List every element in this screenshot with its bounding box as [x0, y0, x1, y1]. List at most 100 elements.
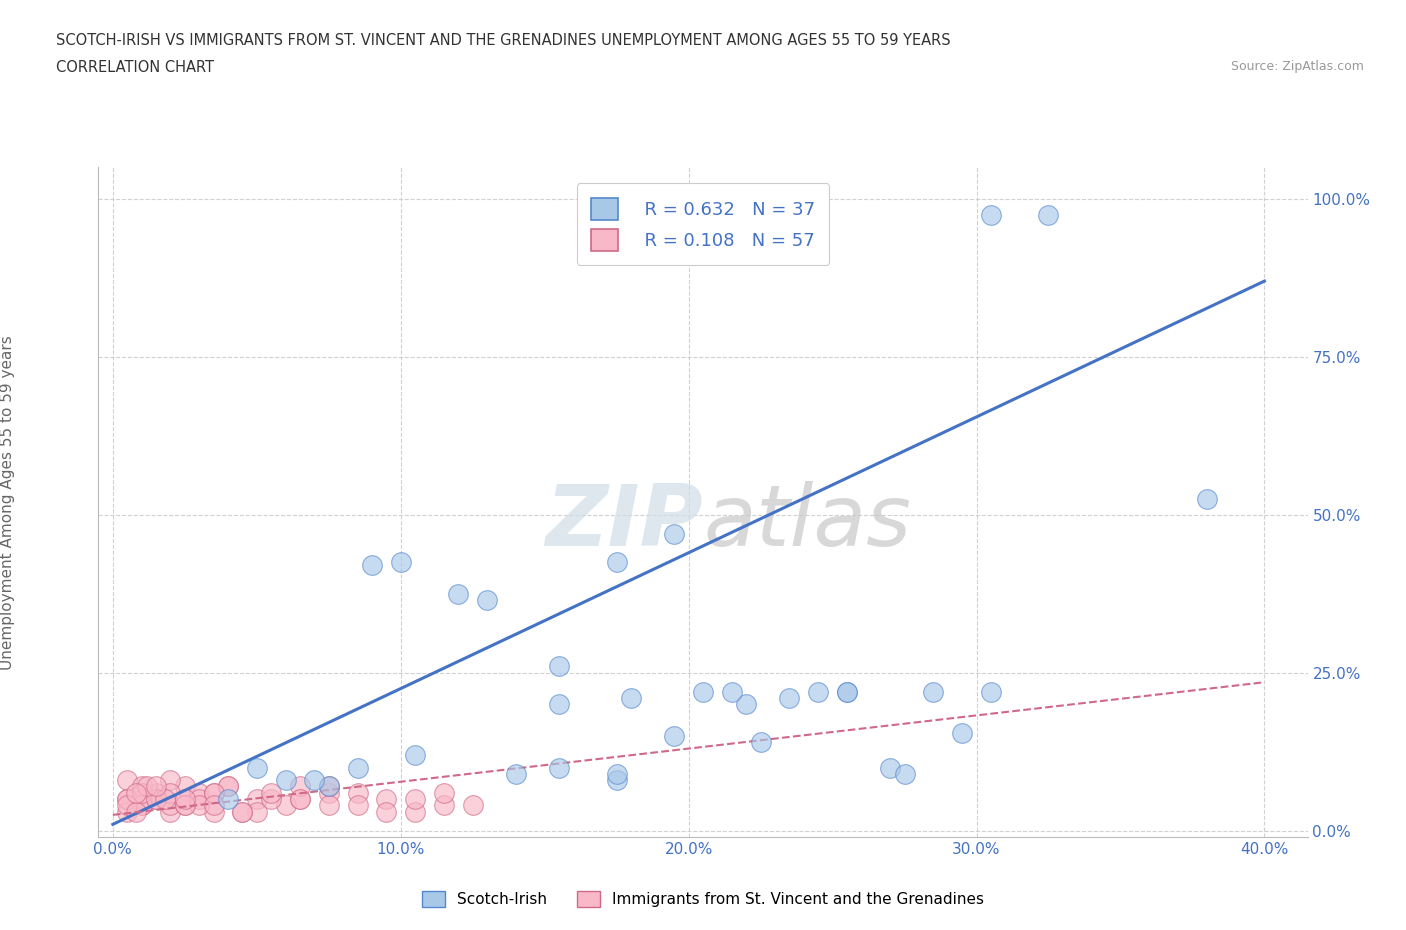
- Point: [246, 791, 269, 806]
- Point: [475, 592, 498, 607]
- Point: [447, 586, 470, 601]
- Point: [318, 779, 340, 794]
- Point: [131, 798, 153, 813]
- Point: [125, 785, 148, 800]
- Point: [720, 684, 742, 699]
- Point: [217, 779, 239, 794]
- Point: [202, 785, 225, 800]
- Point: [433, 798, 456, 813]
- Point: [620, 691, 643, 706]
- Point: [260, 785, 283, 800]
- Text: atlas: atlas: [703, 481, 911, 564]
- Point: [115, 798, 138, 813]
- Point: [749, 735, 772, 750]
- Point: [304, 773, 326, 788]
- Text: CORRELATION CHART: CORRELATION CHART: [56, 60, 214, 75]
- Point: [807, 684, 830, 699]
- Point: [664, 728, 686, 743]
- Point: [735, 697, 758, 711]
- Point: [231, 804, 253, 819]
- Point: [131, 779, 153, 794]
- Point: [159, 773, 181, 788]
- Point: [159, 785, 181, 800]
- Point: [879, 760, 901, 775]
- Point: [246, 760, 269, 775]
- Point: [778, 691, 800, 706]
- Point: [548, 697, 571, 711]
- Point: [202, 798, 225, 813]
- Point: [288, 779, 311, 794]
- Point: [115, 791, 138, 806]
- Point: [361, 558, 384, 573]
- Point: [389, 555, 412, 570]
- Point: [246, 804, 269, 819]
- Point: [461, 798, 484, 813]
- Point: [375, 804, 398, 819]
- Point: [980, 207, 1002, 222]
- Point: [131, 798, 153, 813]
- Point: [188, 798, 211, 813]
- Point: [922, 684, 945, 699]
- Point: [1195, 492, 1218, 507]
- Point: [318, 779, 340, 794]
- Point: [153, 791, 176, 806]
- Text: Source: ZipAtlas.com: Source: ZipAtlas.com: [1230, 60, 1364, 73]
- Point: [664, 526, 686, 541]
- Point: [131, 785, 153, 800]
- Text: SCOTCH-IRISH VS IMMIGRANTS FROM ST. VINCENT AND THE GRENADINES UNEMPLOYMENT AMON: SCOTCH-IRISH VS IMMIGRANTS FROM ST. VINC…: [56, 33, 950, 47]
- Point: [835, 684, 858, 699]
- Point: [136, 779, 159, 794]
- Point: [173, 779, 195, 794]
- Point: [606, 773, 628, 788]
- Point: [202, 785, 225, 800]
- Point: [188, 791, 211, 806]
- Point: [188, 785, 211, 800]
- Point: [950, 725, 973, 740]
- Point: [115, 804, 138, 819]
- Point: [346, 798, 368, 813]
- Point: [202, 804, 225, 819]
- Point: [346, 760, 368, 775]
- Point: [217, 791, 239, 806]
- Point: [548, 659, 571, 674]
- Text: ZIP: ZIP: [546, 481, 703, 564]
- Point: [318, 798, 340, 813]
- Point: [274, 798, 297, 813]
- Point: [606, 555, 628, 570]
- Point: [505, 766, 527, 781]
- Point: [260, 791, 283, 806]
- Point: [318, 785, 340, 800]
- Legend:   R = 0.632   N = 37,   R = 0.108   N = 57: R = 0.632 N = 37, R = 0.108 N = 57: [576, 183, 830, 265]
- Point: [115, 773, 138, 788]
- Point: [288, 791, 311, 806]
- Legend: Scotch-Irish, Immigrants from St. Vincent and the Grenadines: Scotch-Irish, Immigrants from St. Vincen…: [415, 884, 991, 913]
- Point: [131, 791, 153, 806]
- Y-axis label: Unemployment Among Ages 55 to 59 years: Unemployment Among Ages 55 to 59 years: [0, 335, 15, 670]
- Point: [173, 798, 195, 813]
- Point: [692, 684, 714, 699]
- Point: [606, 766, 628, 781]
- Point: [548, 760, 571, 775]
- Point: [893, 766, 915, 781]
- Point: [404, 804, 426, 819]
- Point: [1038, 207, 1060, 222]
- Point: [125, 804, 148, 819]
- Point: [173, 791, 195, 806]
- Point: [145, 791, 167, 806]
- Point: [159, 804, 181, 819]
- Point: [433, 785, 456, 800]
- Point: [145, 785, 167, 800]
- Point: [274, 773, 297, 788]
- Point: [404, 791, 426, 806]
- Point: [404, 748, 426, 763]
- Point: [115, 791, 138, 806]
- Point: [217, 779, 239, 794]
- Point: [231, 804, 253, 819]
- Point: [173, 798, 195, 813]
- Point: [835, 684, 858, 699]
- Point: [375, 791, 398, 806]
- Point: [288, 791, 311, 806]
- Point: [346, 785, 368, 800]
- Point: [159, 798, 181, 813]
- Point: [980, 684, 1002, 699]
